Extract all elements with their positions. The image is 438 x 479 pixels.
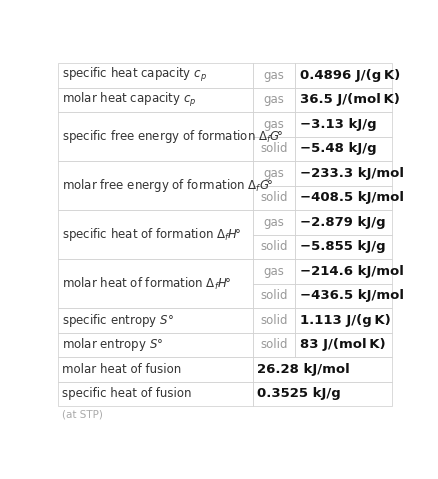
Bar [294,63,391,88]
Text: specific heat of fusion: specific heat of fusion [62,388,191,400]
Text: molar heat of fusion: molar heat of fusion [62,363,181,376]
Text: molar heat of formation $\Delta_f H\!°$: molar heat of formation $\Delta_f H\!°$ [62,275,231,292]
Bar [294,235,391,259]
Bar [294,88,391,112]
Text: −214.6 kJ/mol: −214.6 kJ/mol [300,265,403,278]
Text: 0.3525 kJ/g: 0.3525 kJ/g [257,388,340,400]
Bar [294,308,391,332]
Bar [58,112,253,161]
Bar [253,357,391,381]
Text: solid: solid [260,289,287,302]
Text: gas: gas [263,216,284,229]
Text: specific heat capacity $c_p$: specific heat capacity $c_p$ [62,66,207,84]
Text: specific entropy $S°$: specific entropy $S°$ [62,312,174,329]
Bar [253,185,294,210]
Text: molar free energy of formation $\Delta_f G\!°$: molar free energy of formation $\Delta_f… [62,177,273,194]
Text: molar entropy $S°$: molar entropy $S°$ [62,336,163,354]
Text: specific free energy of formation $\Delta_f G\!°$: specific free energy of formation $\Delt… [62,128,283,145]
Bar [294,210,391,235]
Text: solid: solid [260,314,287,327]
Bar [253,381,391,406]
Bar [253,210,294,235]
Text: −3.13 kJ/g: −3.13 kJ/g [300,118,376,131]
Bar [294,185,391,210]
Text: solid: solid [260,142,287,155]
Text: specific heat of formation $\Delta_f H\!°$: specific heat of formation $\Delta_f H\!… [62,226,241,243]
Bar [58,357,253,381]
Text: gas: gas [263,265,284,278]
Text: −408.5 kJ/mol: −408.5 kJ/mol [300,191,403,204]
Text: −5.48 kJ/g: −5.48 kJ/g [300,142,376,155]
Bar [58,210,253,259]
Bar [253,88,294,112]
Bar [58,308,253,332]
Bar [253,332,294,357]
Text: gas: gas [263,118,284,131]
Text: 1.113 J/(g K): 1.113 J/(g K) [300,314,390,327]
Bar [58,259,253,308]
Bar [58,63,253,88]
Bar [253,112,294,137]
Bar [294,112,391,137]
Bar [58,332,253,357]
Text: −436.5 kJ/mol: −436.5 kJ/mol [300,289,403,302]
Bar [253,308,294,332]
Text: −5.855 kJ/g: −5.855 kJ/g [300,240,385,253]
Bar [253,284,294,308]
Bar [294,259,391,284]
Bar [253,235,294,259]
Bar [58,381,253,406]
Text: −233.3 kJ/mol: −233.3 kJ/mol [300,167,403,180]
Text: 83 J/(mol K): 83 J/(mol K) [300,338,385,351]
Text: 36.5 J/(mol K): 36.5 J/(mol K) [300,93,399,106]
Text: molar heat capacity $c_p$: molar heat capacity $c_p$ [62,91,197,109]
Bar [253,161,294,185]
Text: −2.879 kJ/g: −2.879 kJ/g [300,216,385,229]
Bar [253,259,294,284]
Bar [294,161,391,185]
Bar [253,63,294,88]
Text: gas: gas [263,93,284,106]
Bar [294,332,391,357]
Text: gas: gas [263,69,284,82]
Bar [294,284,391,308]
Text: solid: solid [260,191,287,204]
Bar [58,161,253,210]
Text: 0.4896 J/(g K): 0.4896 J/(g K) [300,69,399,82]
Bar [294,137,391,161]
Text: solid: solid [260,338,287,351]
Text: (at STP): (at STP) [62,410,103,420]
Text: gas: gas [263,167,284,180]
Bar [58,88,253,112]
Text: 26.28 kJ/mol: 26.28 kJ/mol [257,363,350,376]
Bar [253,137,294,161]
Text: solid: solid [260,240,287,253]
